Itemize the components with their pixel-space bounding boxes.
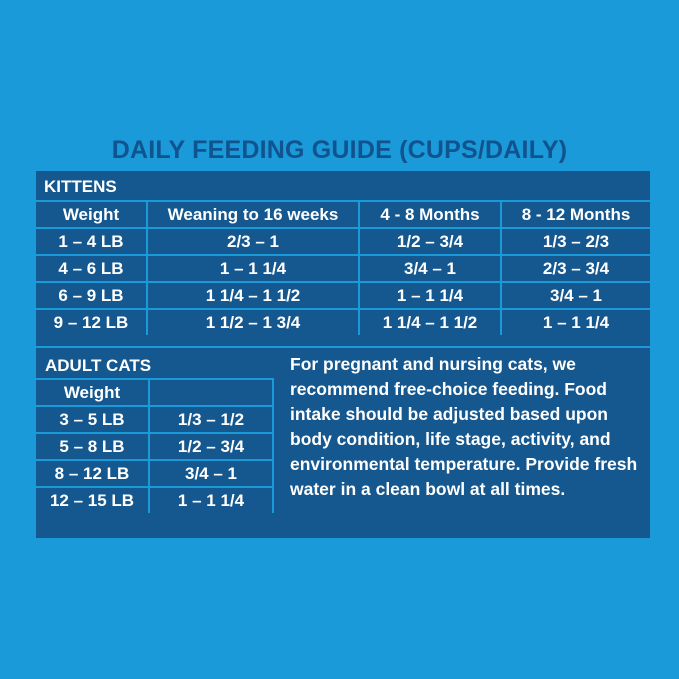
header-weaning: Weaning to 16 weeks [146, 200, 360, 229]
kittens-label: KITTENS [44, 177, 117, 196]
adult-cats-panel: ADULT CATS Weight 3 – 5 LB 1/3 – 1/2 5 –… [36, 348, 650, 538]
table-row: 1 – 4 LB 2/3 – 1 1/2 – 3/4 1/3 – 2/3 [36, 227, 650, 256]
header-amount [148, 378, 274, 407]
table-header-row: Weight Weaning to 16 weeks 4 - 8 Months … [36, 200, 650, 229]
table-cell: 6 – 9 LB [36, 281, 148, 310]
table-row: 5 – 8 LB 1/2 – 3/4 [36, 432, 274, 461]
table-row: 12 – 15 LB 1 – 1 1/4 [36, 486, 274, 513]
table-row: 8 – 12 LB 3/4 – 1 [36, 459, 274, 488]
table-cell: 2/3 – 1 [146, 227, 360, 256]
table-cell: 1/2 – 3/4 [358, 227, 502, 256]
table-cell: 3/4 – 1 [148, 459, 274, 488]
table-row: 4 – 6 LB 1 – 1 1/4 3/4 – 1 2/3 – 3/4 [36, 254, 650, 283]
table-cell: 2/3 – 3/4 [500, 254, 650, 283]
table-header-row: Weight [36, 378, 274, 407]
table-cell: 12 – 15 LB [36, 486, 150, 513]
header-weight: Weight [36, 200, 148, 229]
table-cell: 1 1/2 – 1 3/4 [146, 308, 360, 335]
table-cell: 3/4 – 1 [358, 254, 502, 283]
kittens-table: Weight Weaning to 16 weeks 4 - 8 Months … [36, 200, 650, 335]
table-cell: 1/2 – 3/4 [148, 432, 274, 461]
table-cell: 1 – 1 1/4 [358, 281, 502, 310]
header-8-12-months: 8 - 12 Months [500, 200, 650, 229]
table-cell: 4 – 6 LB [36, 254, 148, 283]
adult-cats-table: Weight 3 – 5 LB 1/3 – 1/2 5 – 8 LB 1/2 –… [36, 378, 274, 513]
table-cell: 5 – 8 LB [36, 432, 150, 461]
table-cell: 1/3 – 2/3 [500, 227, 650, 256]
table-cell: 9 – 12 LB [36, 308, 148, 335]
table-cell: 1 – 4 LB [36, 227, 148, 256]
header-weight: Weight [36, 378, 150, 407]
table-cell: 1 1/4 – 1 1/2 [146, 281, 360, 310]
table-cell: 1 – 1 1/4 [148, 486, 274, 513]
table-cell: 1 – 1 1/4 [500, 308, 650, 335]
kittens-panel: KITTENS Weight Weaning to 16 weeks 4 - 8… [36, 171, 650, 346]
feeding-note: For pregnant and nursing cats, we recomm… [290, 354, 638, 499]
table-row: 6 – 9 LB 1 1/4 – 1 1/2 1 – 1 1/4 3/4 – 1 [36, 281, 650, 310]
table-cell: 3/4 – 1 [500, 281, 650, 310]
page-title: DAILY FEEDING GUIDE (CUPS/DAILY) [111, 136, 568, 164]
table-cell: 8 – 12 LB [36, 459, 150, 488]
table-cell: 1 1/4 – 1 1/2 [358, 308, 502, 335]
table-cell: 3 – 5 LB [36, 405, 150, 434]
table-row: 9 – 12 LB 1 1/2 – 1 3/4 1 1/4 – 1 1/2 1 … [36, 308, 650, 335]
header-4-8-months: 4 - 8 Months [358, 200, 502, 229]
adult-cats-label: ADULT CATS [45, 356, 152, 375]
table-row: 3 – 5 LB 1/3 – 1/2 [36, 405, 274, 434]
table-cell: 1/3 – 1/2 [148, 405, 274, 434]
table-cell: 1 – 1 1/4 [146, 254, 360, 283]
